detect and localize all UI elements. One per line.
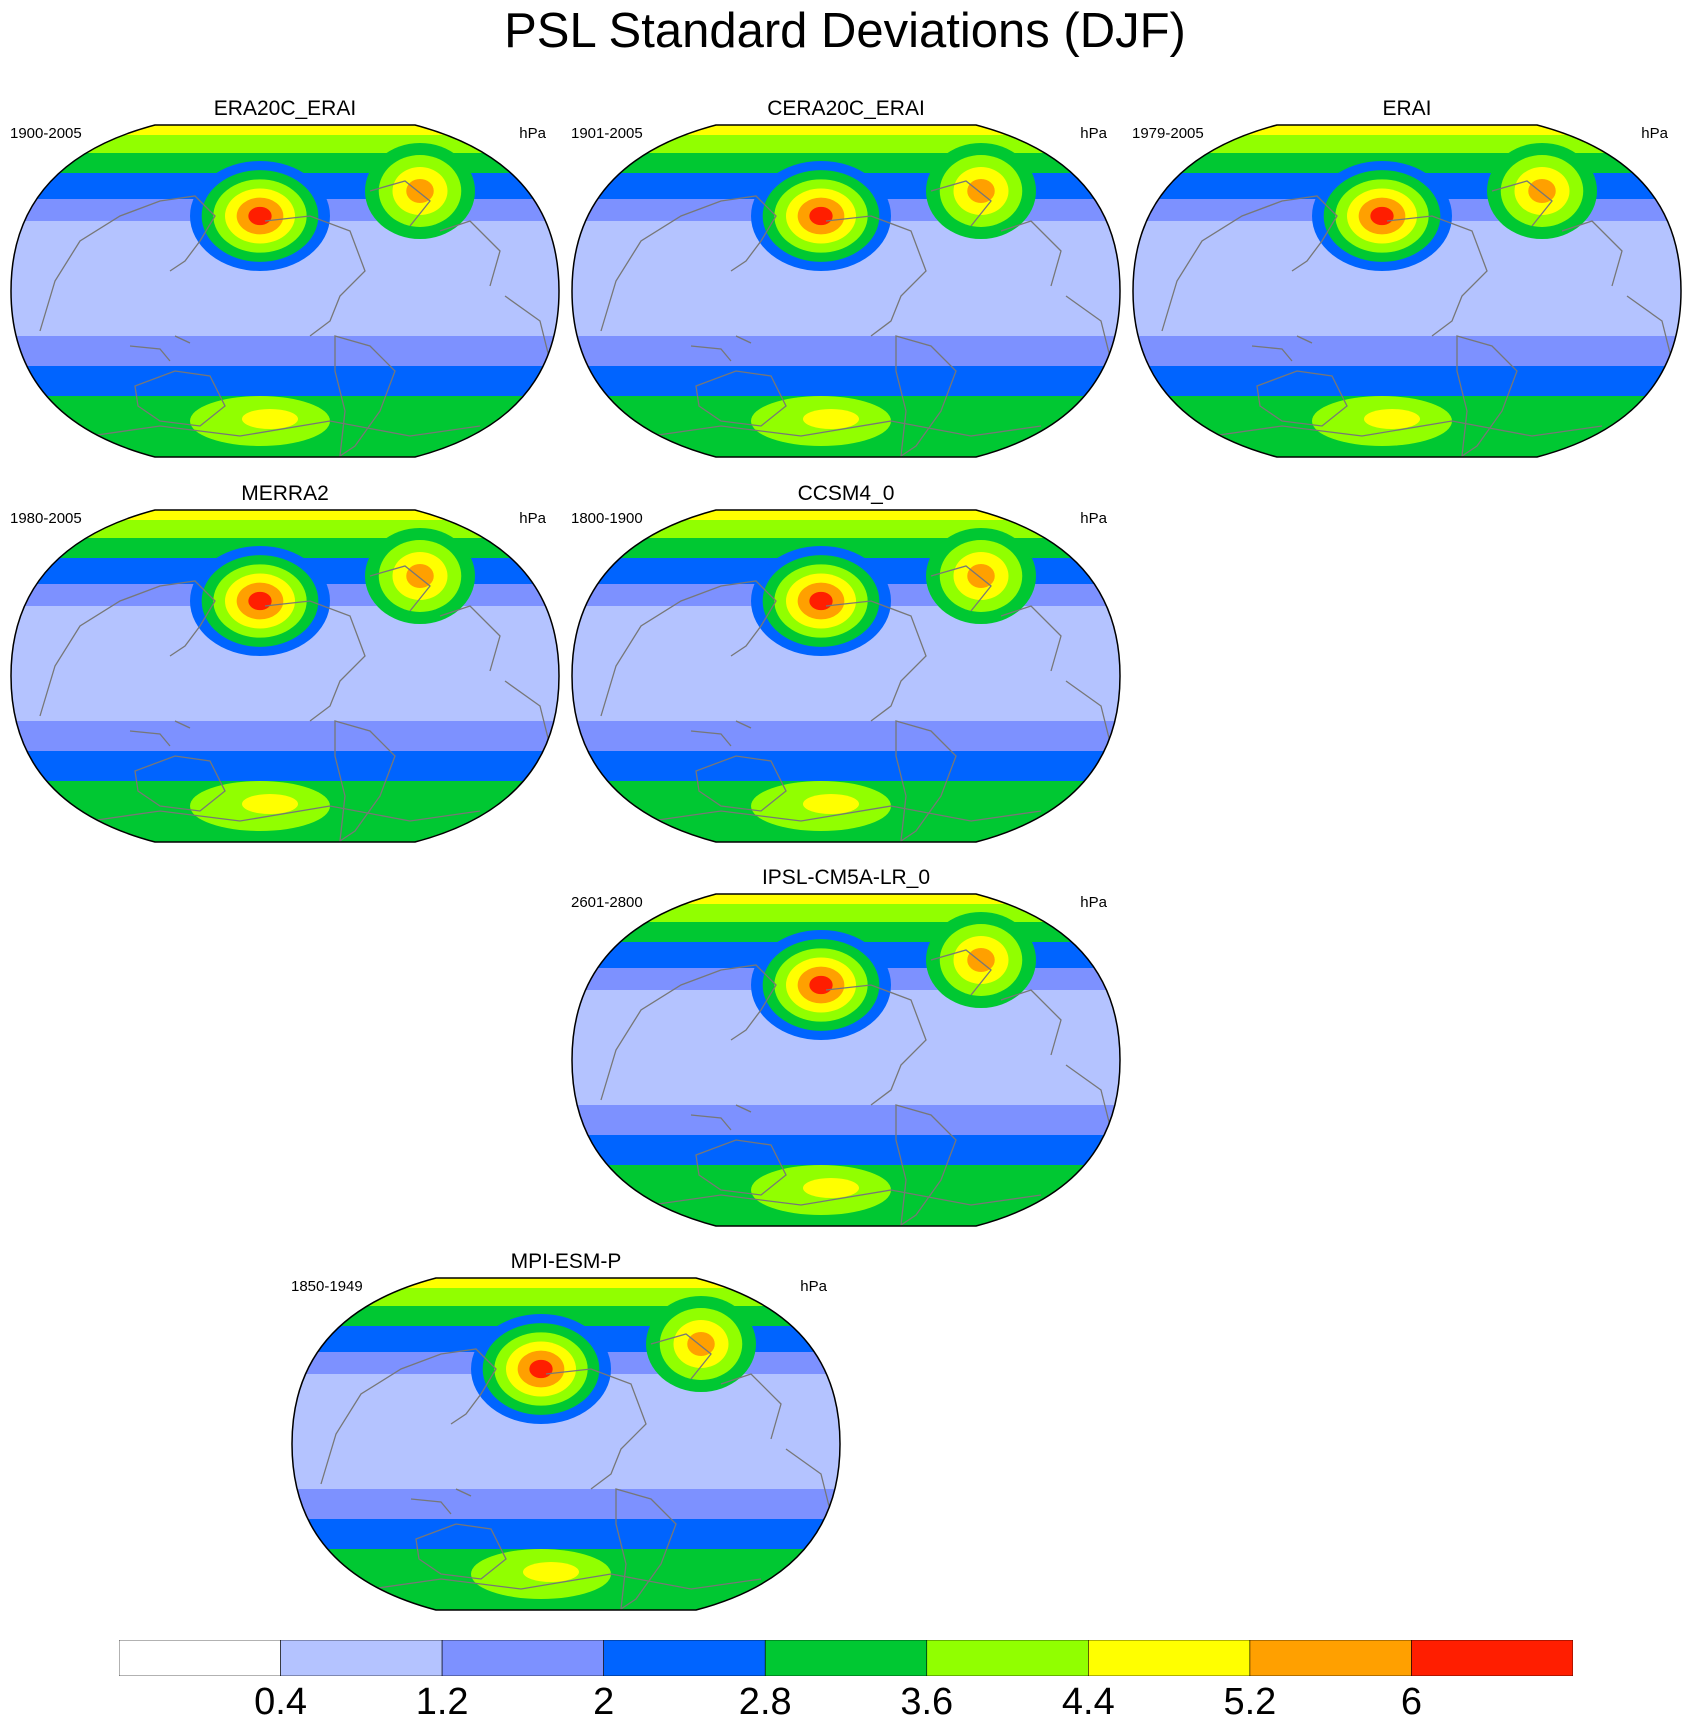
colorbar-tick-label: 1.2: [415, 1681, 469, 1723]
psl-contours: [572, 125, 1120, 457]
global-map: [571, 124, 1121, 458]
global-map: [571, 893, 1121, 1227]
colorbar-swatch: [764, 1639, 928, 1677]
panel-units: hPa: [1080, 125, 1107, 142]
panel-title: MERRA2: [241, 482, 329, 505]
colorbar-swatch: [603, 1639, 766, 1677]
global-map: [10, 124, 560, 458]
panel-units: hPa: [519, 125, 546, 142]
map-border: [10, 124, 560, 458]
panel-title: MPI-ESM-P: [510, 1250, 622, 1273]
panel-title: CCSM4_0: [797, 482, 895, 505]
colorbar-tick-label: 3.6: [900, 1681, 954, 1723]
global-map: [571, 509, 1121, 843]
colorbar-tick-label: 2: [593, 1681, 615, 1723]
coastlines: [39, 180, 551, 457]
map-panel-ccsm4-0: CCSM4_0 1800-1900 hPa: [571, 481, 1121, 861]
map-panel-mpi-esm-p: MPI-ESM-P 1850-1949 hPa: [291, 1249, 841, 1629]
colorbar-swatch: [1088, 1639, 1251, 1677]
panel-units: hPa: [1080, 894, 1107, 911]
panel-units: hPa: [1641, 125, 1668, 142]
map-border: [571, 893, 1121, 1227]
psl-contours: [11, 510, 559, 842]
map-border: [1132, 124, 1682, 458]
panel-period: 1800-1900: [571, 510, 643, 527]
psl-contours: [572, 510, 1120, 842]
page-title: PSL Standard Deviations (DJF): [504, 4, 1186, 58]
colorbar-swatch: [1411, 1639, 1574, 1677]
coastlines: [1161, 180, 1673, 457]
map-border: [571, 509, 1121, 843]
colorbar-swatch: [926, 1639, 1089, 1677]
colorbar-tick-label: 6: [1400, 1681, 1423, 1723]
colorbar-swatch: [441, 1639, 604, 1677]
panel-period: 1901-2005: [571, 125, 643, 142]
colorbar-tick-label: 5.2: [1223, 1681, 1277, 1723]
map-panel-merra2: MERRA2 1980-2005 hPa: [10, 481, 560, 861]
psl-contours: [11, 125, 559, 457]
psl-contours: [572, 894, 1120, 1226]
psl-contours: [292, 1278, 840, 1610]
map-panel-era20c-erai: ERA20C_ERAI 1900-2005 hPa: [10, 96, 560, 476]
colorbar-swatch: [280, 1639, 443, 1677]
colorbar-swatch: [118, 1639, 281, 1677]
global-map: [10, 509, 560, 843]
colorbar-tick-label: 4.4: [1061, 1681, 1115, 1723]
panel-title: CERA20C_ERAI: [767, 97, 925, 120]
panel-title: ERA20C_ERAI: [213, 97, 357, 120]
colorbar-tick-label: 0.4: [254, 1681, 307, 1723]
map-border: [10, 509, 560, 843]
panel-period: 1850-1949: [291, 1278, 363, 1295]
colorbar: [118, 1639, 1574, 1677]
coastlines: [39, 565, 551, 842]
map-panel-ipsl-cm5a-lr-0: IPSL-CM5A-LR_0 2601-2800 hPa: [571, 865, 1121, 1245]
panel-title: ERAI: [1382, 97, 1432, 120]
global-map: [291, 1277, 841, 1611]
colorbar-swatches: [118, 1639, 1574, 1677]
map-panel-erai: ERAI 1979-2005 hPa: [1132, 96, 1682, 476]
psl-contours: [1133, 125, 1681, 457]
panel-period: 1979-2005: [1132, 125, 1204, 142]
map-panel-cera20c-erai: CERA20C_ERAI 1901-2005 hPa: [571, 96, 1121, 476]
colorbar-tick-label: 2.8: [738, 1681, 792, 1723]
panel-units: hPa: [1080, 510, 1107, 527]
map-border: [291, 1277, 841, 1611]
panel-units: hPa: [800, 1278, 827, 1295]
colorbar-swatch: [1249, 1639, 1412, 1677]
panel-units: hPa: [519, 510, 546, 527]
panel-period: 1980-2005: [10, 510, 82, 527]
map-border: [571, 124, 1121, 458]
panel-title: IPSL-CM5A-LR_0: [761, 866, 931, 889]
panel-period: 1900-2005: [10, 125, 82, 142]
panel-period: 2601-2800: [571, 894, 643, 911]
global-map: [1132, 124, 1682, 458]
coastlines: [600, 565, 1112, 842]
coastlines: [600, 949, 1112, 1226]
coastlines: [320, 1333, 832, 1610]
